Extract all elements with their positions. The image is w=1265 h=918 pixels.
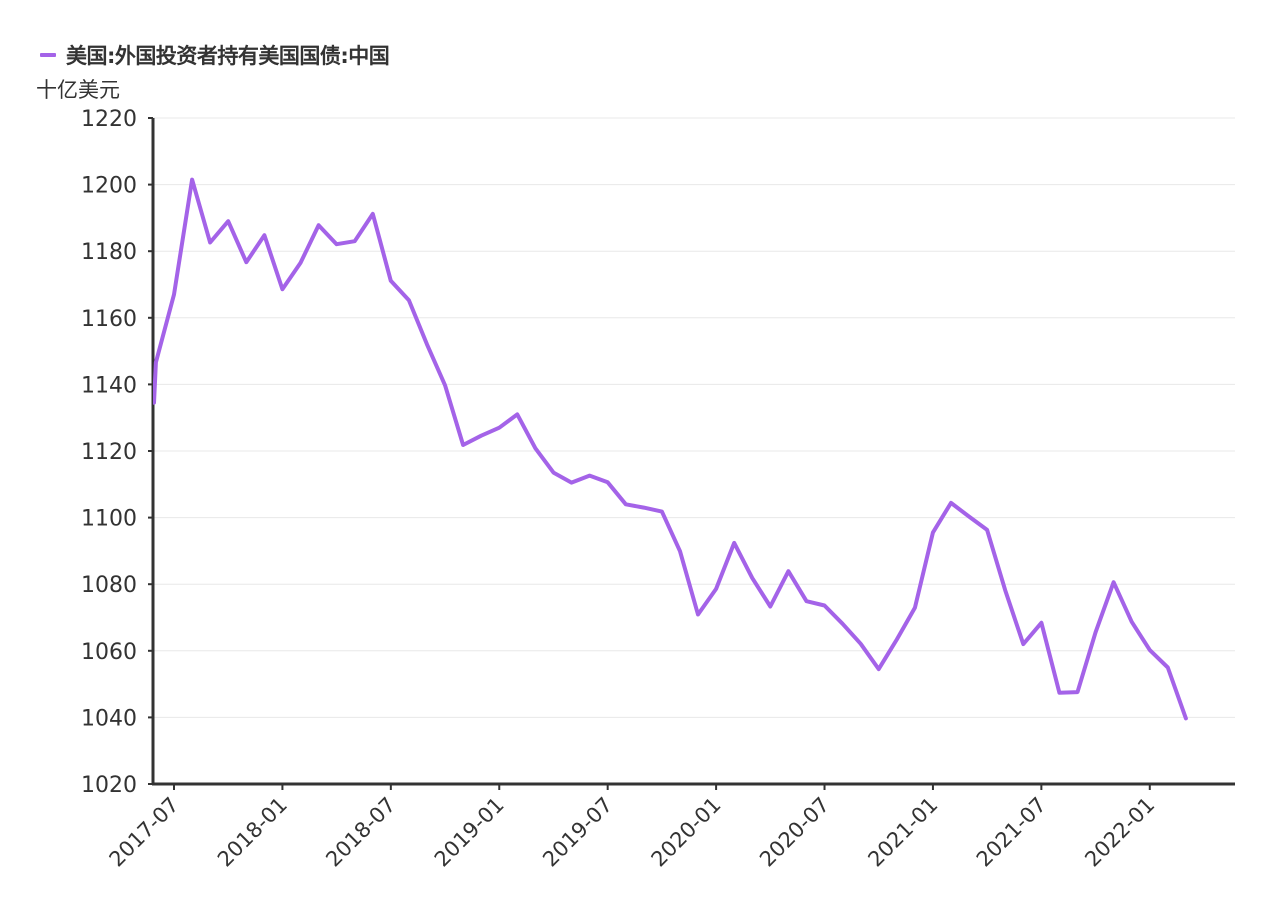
y-tick-label: 1120 <box>81 440 137 465</box>
x-tick-label: 2017-07 <box>105 793 184 872</box>
legend-label: 美国:外国投资者持有美国国债:中国 <box>66 44 390 68</box>
x-tick-label: 2018-01 <box>213 793 292 872</box>
y-tick-label: 1140 <box>81 373 137 398</box>
x-tick-label: 2019-07 <box>538 793 617 872</box>
x-tick-label: 2021-01 <box>863 793 942 872</box>
legend[interactable]: 美国:外国投资者持有美国国债:中国 <box>40 40 390 70</box>
x-tick-label: 2018-07 <box>321 793 400 872</box>
x-tick-label: 2020-07 <box>755 793 834 872</box>
y-axis: 1020 1040 1060 1080 1100 1120 1140 1160 1180 1200… <box>81 107 155 798</box>
x-tick-label: 2020-01 <box>647 793 726 872</box>
x-axis: 2017-07 2018-01 2018-07 2019-01 2019-07 2020-… <box>105 782 1235 872</box>
y-tick-label: 1160 <box>81 307 137 332</box>
y-tick-label: 1020 <box>81 773 137 798</box>
y-tick-label: 1080 <box>81 573 137 598</box>
y-tick-label: 1100 <box>81 507 137 532</box>
y-tick-label: 1180 <box>81 240 137 265</box>
y-tick-label: 1060 <box>81 640 137 665</box>
legend-swatch-icon <box>40 53 56 57</box>
y-tick-label: 1200 <box>81 174 137 199</box>
x-tick-label: 2019-01 <box>430 793 509 872</box>
x-tick-label: 2021-07 <box>972 793 1051 872</box>
y-tick-label: 1220 <box>81 107 137 132</box>
y-axis-unit-label: 十亿美元 <box>36 78 120 102</box>
x-tick-label: 2022-01 <box>1080 793 1159 872</box>
series-line-china-treasury-holdings[interactable] <box>153 177 1188 721</box>
y-tick-label: 1040 <box>81 706 137 731</box>
gridlines <box>153 117 1235 718</box>
